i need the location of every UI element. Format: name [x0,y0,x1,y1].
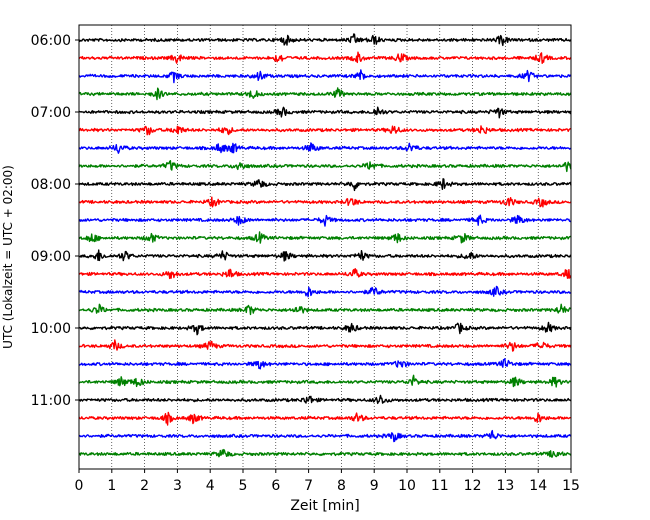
seismic-trace [78,411,572,426]
seismic-trace [78,69,572,84]
x-axis-label: Zeit [min] [290,498,359,514]
seismic-traces [78,33,572,458]
seismic-trace [78,51,572,64]
seismic-trace [78,374,572,388]
x-tick-label: 14 [529,478,547,494]
seismic-trace [78,429,572,443]
x-tick-label: 9 [370,478,379,494]
x-grid [111,25,539,469]
seismic-trace [78,231,572,244]
x-tick-label: 11 [431,478,449,494]
y-axis-ticks: 06:00 07:00 08:00 09:00 10:00 11:00 [31,33,79,409]
seismic-trace [78,125,572,136]
seismic-trace [78,303,572,316]
x-tick-label: 1 [107,478,116,494]
seismic-trace [78,214,572,227]
y-tick-label: 08:00 [31,177,71,193]
seismic-trace [78,33,572,47]
x-tick-label: 7 [304,478,313,494]
seismic-trace [78,87,572,101]
seismic-trace [78,106,572,119]
x-tick-label: 15 [562,478,580,494]
seismic-trace [78,285,572,298]
x-tick-label: 12 [464,478,482,494]
seismic-trace [78,249,572,262]
seismic-trace [78,160,572,173]
x-tick-label: 0 [75,478,84,494]
x-axis-ticks: 0 1 2 3 4 5 6 7 8 9 10 11 12 13 14 15 [75,469,580,494]
x-tick-label: 2 [140,478,149,494]
y-tick-label: 09:00 [31,249,71,265]
seismic-trace [78,394,572,405]
plot-frame [78,24,572,470]
seismic-trace [78,358,572,370]
x-tick-label: 6 [271,478,280,494]
x-tick-label: 8 [337,478,346,494]
seismic-trace [78,448,572,458]
seismic-trace [78,196,572,208]
x-tick-label: 3 [173,478,182,494]
seismic-trace [78,178,572,192]
x-tick-label: 10 [398,478,416,494]
y-tick-label: 07:00 [31,105,71,121]
seismic-trace [78,268,572,280]
y-tick-label: 10:00 [31,321,71,337]
y-tick-label: 06:00 [31,33,71,49]
x-tick-label: 4 [206,478,215,494]
seismic-trace [78,321,572,336]
x-tick-label: 13 [496,478,514,494]
y-axis-label: UTC (Lokalzeit = UTC + 02:00) [1,165,15,349]
seismic-trace [78,339,572,352]
y-tick-label: 11:00 [31,393,71,409]
seismic-trace [78,142,572,154]
x-tick-label: 5 [239,478,248,494]
